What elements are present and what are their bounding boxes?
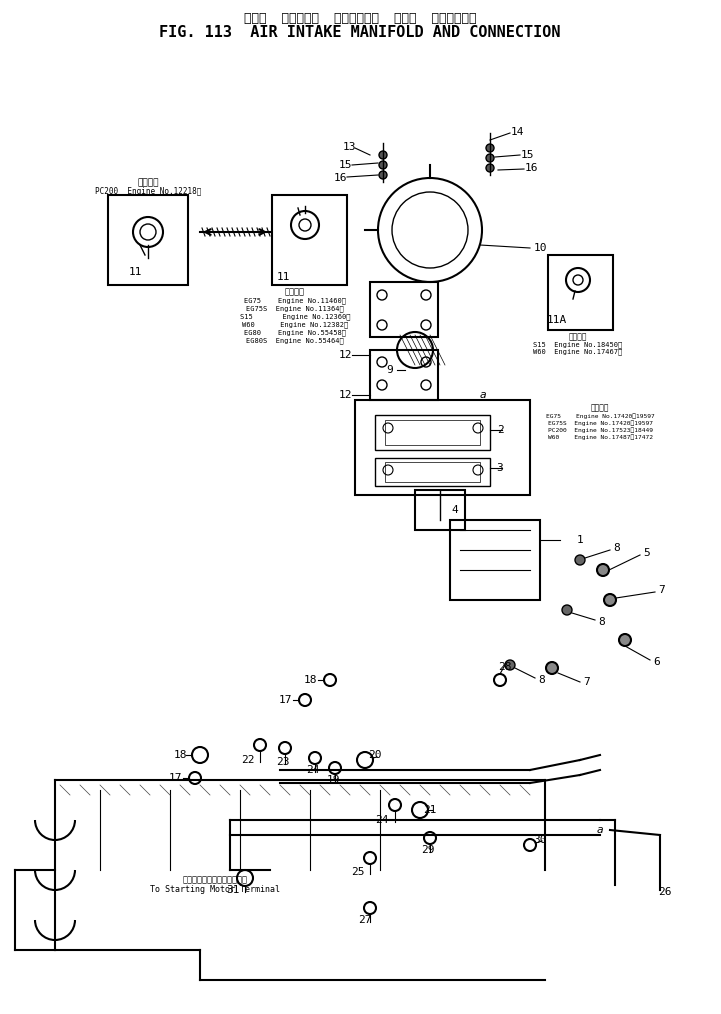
Bar bbox=[548, 255, 613, 330]
Text: S15       Engine No.12360～: S15 Engine No.12360～ bbox=[240, 313, 350, 320]
Text: 29: 29 bbox=[421, 845, 435, 855]
Text: 5: 5 bbox=[644, 548, 650, 558]
Bar bbox=[370, 350, 438, 400]
Text: 適用号機: 適用号機 bbox=[569, 333, 587, 342]
Bar bbox=[375, 458, 490, 486]
Text: エアー  インテーク  マニホールド  および  コネクション: エアー インテーク マニホールド および コネクション bbox=[244, 11, 477, 24]
Text: 15: 15 bbox=[521, 150, 534, 160]
Bar bbox=[385, 462, 480, 482]
Text: 14: 14 bbox=[510, 127, 523, 137]
Text: 13: 13 bbox=[342, 142, 355, 152]
Circle shape bbox=[505, 660, 515, 670]
Text: 23: 23 bbox=[276, 757, 290, 767]
Circle shape bbox=[379, 171, 387, 179]
Text: 27: 27 bbox=[358, 915, 372, 925]
Text: W60      Engine No.12382～: W60 Engine No.12382～ bbox=[242, 321, 348, 329]
Text: 2: 2 bbox=[497, 425, 503, 435]
Circle shape bbox=[486, 164, 494, 172]
Text: 11A: 11A bbox=[547, 315, 567, 325]
Text: 26: 26 bbox=[658, 887, 672, 897]
Text: EG75    Engine No.11460～: EG75 Engine No.11460～ bbox=[244, 298, 346, 304]
Text: PC200  Engine No.17523～18449: PC200 Engine No.17523～18449 bbox=[547, 427, 653, 433]
Text: 15: 15 bbox=[338, 160, 352, 170]
Text: 適用号機: 適用号機 bbox=[590, 404, 609, 413]
Text: 12: 12 bbox=[338, 390, 352, 400]
Text: 17: 17 bbox=[278, 695, 292, 705]
Text: 17: 17 bbox=[168, 773, 182, 783]
Text: 21: 21 bbox=[423, 805, 437, 815]
Text: 25: 25 bbox=[351, 867, 365, 877]
Bar bbox=[370, 282, 438, 337]
Text: 31: 31 bbox=[226, 885, 240, 895]
Text: 16: 16 bbox=[524, 163, 538, 173]
Circle shape bbox=[575, 555, 585, 565]
Text: 12: 12 bbox=[338, 350, 352, 360]
Text: 6: 6 bbox=[654, 657, 660, 667]
Bar bbox=[108, 195, 188, 285]
Text: 20: 20 bbox=[368, 750, 381, 760]
Text: 30: 30 bbox=[534, 835, 547, 845]
Text: 4: 4 bbox=[451, 505, 459, 515]
Circle shape bbox=[619, 634, 631, 646]
Bar bbox=[385, 420, 480, 445]
Text: 18: 18 bbox=[173, 750, 187, 760]
Text: 適用号機: 適用号機 bbox=[285, 288, 305, 296]
Text: 1: 1 bbox=[577, 535, 583, 545]
Text: W60  Engine No.17467～: W60 Engine No.17467～ bbox=[534, 349, 623, 355]
Text: To Starting Motor Terminal: To Starting Motor Terminal bbox=[150, 885, 280, 894]
Text: EG75S  Engine No.17420～19597: EG75S Engine No.17420～19597 bbox=[547, 420, 653, 426]
Bar bbox=[450, 520, 540, 600]
Text: 24: 24 bbox=[306, 765, 319, 775]
Circle shape bbox=[597, 564, 609, 576]
Text: 適用号機: 適用号機 bbox=[137, 178, 159, 188]
Text: FIG. 113  AIR INTAKE MANIFOLD AND CONNECTION: FIG. 113 AIR INTAKE MANIFOLD AND CONNECT… bbox=[159, 24, 561, 40]
Text: a: a bbox=[479, 390, 487, 400]
Circle shape bbox=[486, 144, 494, 152]
Circle shape bbox=[562, 605, 572, 615]
Text: 11: 11 bbox=[128, 267, 142, 277]
Text: 22: 22 bbox=[242, 755, 255, 765]
Text: EG80    Engine No.55458～: EG80 Engine No.55458～ bbox=[244, 330, 346, 337]
Bar bbox=[415, 490, 465, 530]
Text: 3: 3 bbox=[497, 463, 503, 473]
Text: W60    Engine No.17487～17472: W60 Engine No.17487～17472 bbox=[547, 434, 653, 440]
Text: 8: 8 bbox=[539, 675, 545, 685]
Bar bbox=[355, 400, 530, 495]
Text: スターティングモータ端子へ: スターティングモータ端子へ bbox=[182, 875, 247, 884]
Circle shape bbox=[546, 662, 558, 674]
Circle shape bbox=[379, 151, 387, 159]
Text: 28: 28 bbox=[498, 662, 512, 672]
Circle shape bbox=[486, 154, 494, 162]
Text: 11: 11 bbox=[276, 272, 290, 282]
Text: 16: 16 bbox=[333, 173, 347, 183]
Text: 9: 9 bbox=[386, 365, 394, 375]
Circle shape bbox=[379, 161, 387, 169]
Text: EG80S  Engine No.55464～: EG80S Engine No.55464～ bbox=[246, 338, 344, 345]
Text: EG75    Engine No.17420～19597: EG75 Engine No.17420～19597 bbox=[546, 413, 655, 419]
Text: 8: 8 bbox=[598, 617, 606, 627]
Text: 7: 7 bbox=[583, 677, 590, 687]
Text: 10: 10 bbox=[534, 243, 547, 254]
Text: PC200  Engine No.12218～: PC200 Engine No.12218～ bbox=[95, 187, 201, 196]
Bar bbox=[375, 415, 490, 450]
Text: 24: 24 bbox=[375, 815, 389, 825]
Bar bbox=[272, 195, 347, 285]
Text: 7: 7 bbox=[658, 585, 665, 595]
Text: 8: 8 bbox=[614, 544, 620, 553]
Text: a: a bbox=[596, 825, 603, 835]
Text: 19: 19 bbox=[326, 775, 340, 785]
Text: 18: 18 bbox=[304, 675, 317, 685]
Circle shape bbox=[604, 594, 616, 606]
Text: S15  Engine No.18450～: S15 Engine No.18450～ bbox=[534, 342, 623, 348]
Text: EG75S  Engine No.11364～: EG75S Engine No.11364～ bbox=[246, 305, 344, 312]
